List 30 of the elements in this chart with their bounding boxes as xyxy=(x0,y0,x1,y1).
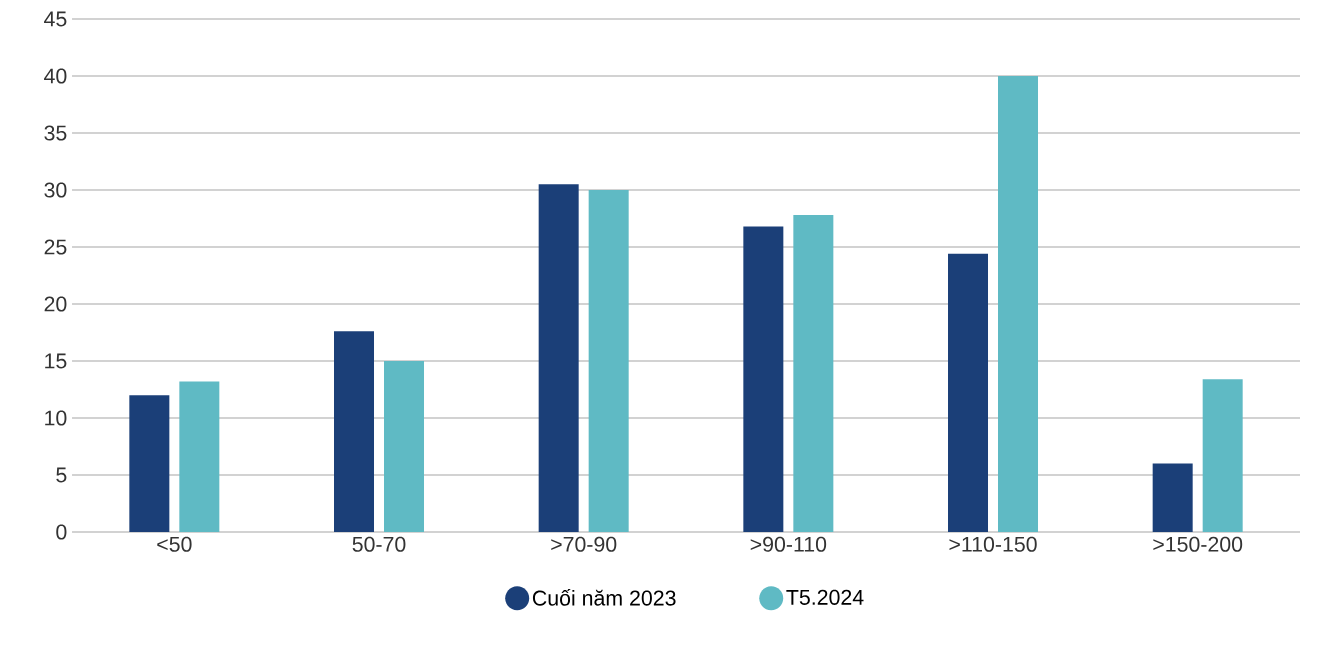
bar xyxy=(588,190,629,532)
y-tick-label: 15 xyxy=(45,353,67,369)
x-tick-label: >110-150 xyxy=(949,536,1037,552)
bar xyxy=(538,184,579,532)
bar xyxy=(998,76,1039,532)
bar xyxy=(793,215,834,532)
x-tick-label: >90-110 xyxy=(750,536,827,552)
x-tick-label: 50-70 xyxy=(352,536,406,552)
bar xyxy=(743,226,784,532)
bar xyxy=(384,361,424,532)
bar xyxy=(334,331,375,532)
y-tick-label: 20 xyxy=(44,296,67,312)
x-tick-label: >150-200 xyxy=(1153,536,1243,552)
legend-label: T5.2024 xyxy=(786,589,864,605)
x-tick-label: >70-90 xyxy=(551,536,617,552)
y-tick-label: 0 xyxy=(56,524,67,540)
y-tick-label: 10 xyxy=(45,410,67,426)
bar xyxy=(948,253,989,532)
y-tick-label: 5 xyxy=(56,467,67,483)
x-tick-label: <50 xyxy=(157,536,192,552)
bar xyxy=(1202,379,1243,532)
bar xyxy=(179,381,220,532)
y-tick-label: 35 xyxy=(44,125,67,141)
legend-label: Cuối năm 2023 xyxy=(532,589,676,606)
y-tick-label: 25 xyxy=(44,239,67,255)
y-tick-label: 30 xyxy=(44,182,67,198)
y-tick-label: 45 xyxy=(44,11,67,27)
y-tick-label: 40 xyxy=(44,68,67,84)
bar xyxy=(1152,463,1193,532)
bar xyxy=(129,395,170,532)
